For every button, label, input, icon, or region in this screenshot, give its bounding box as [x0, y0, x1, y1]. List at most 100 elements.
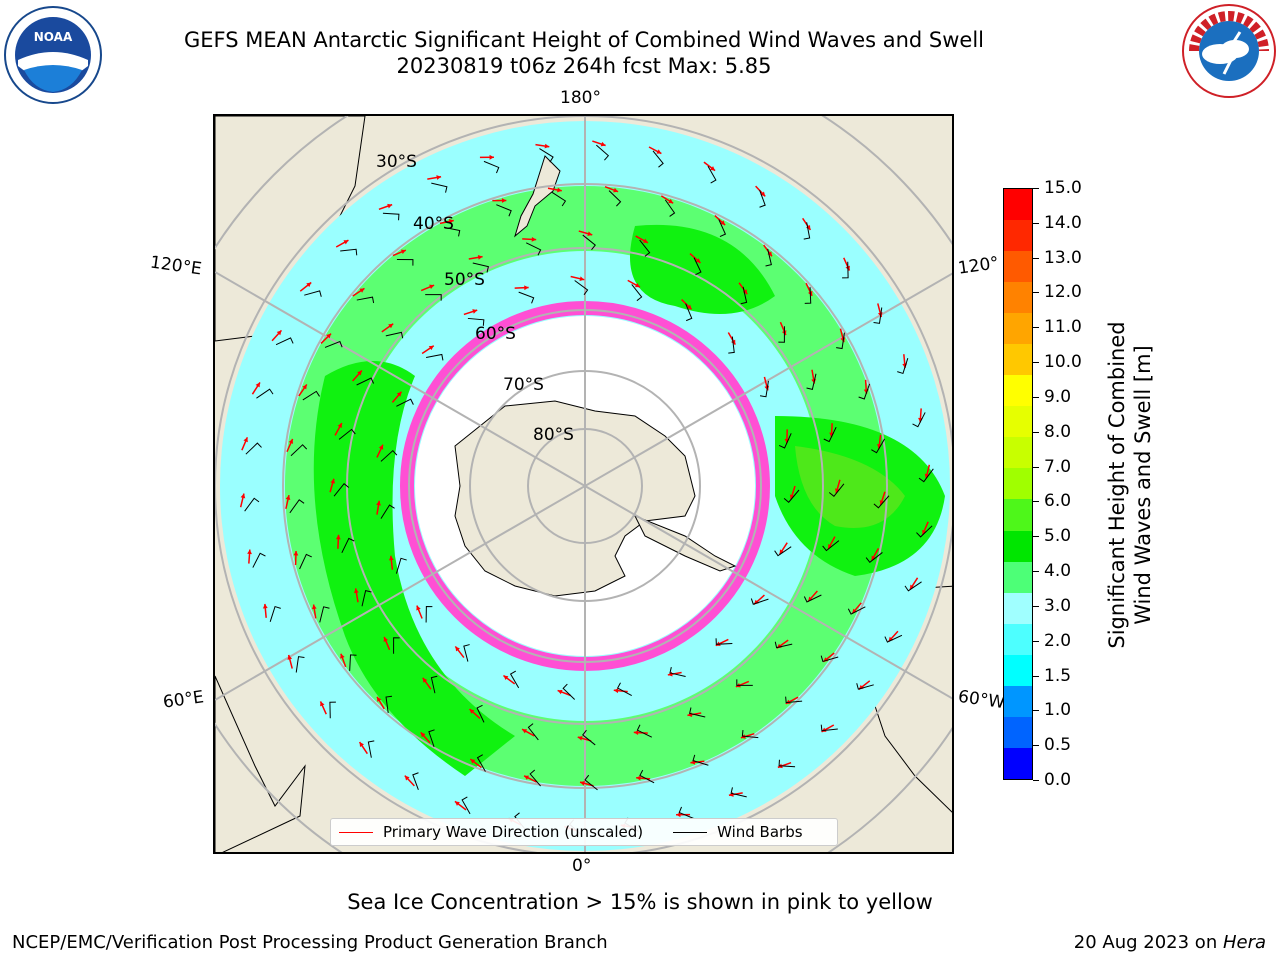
wind-barb	[718, 219, 727, 238]
footer-host: Hera	[1222, 932, 1266, 953]
wind-barb	[707, 165, 717, 184]
wind-barb	[329, 701, 336, 719]
wave-arrowhead	[311, 604, 317, 610]
colorbar-title: Significant Height of Combined Wind Wave…	[1104, 205, 1156, 765]
colorbar-tick-label: 1.0	[1044, 700, 1072, 721]
wind-barb	[461, 796, 471, 815]
nws-logo	[1182, 4, 1276, 98]
colorbar-tick-label: 7.0	[1044, 456, 1072, 477]
wind-barb	[842, 261, 849, 279]
wind-barb	[759, 380, 769, 398]
wind-barb	[685, 303, 693, 322]
wave-arrowhead	[477, 255, 483, 260]
colorbar-tick-label: 8.0	[1044, 421, 1072, 442]
wind-barb	[431, 182, 448, 193]
colorbar-tick	[1033, 501, 1039, 503]
colorbar-tick	[1033, 292, 1039, 294]
wind-barb	[529, 769, 541, 787]
wind-barb	[856, 683, 874, 690]
wind-barb	[380, 504, 395, 519]
wind-barb	[539, 148, 554, 163]
colorbar-tick-label: 1.5	[1044, 665, 1072, 686]
wave-arrowhead	[577, 736, 583, 741]
wave-arrowhead	[634, 282, 640, 288]
wind-barb	[806, 373, 817, 390]
wind-barb	[847, 606, 866, 615]
wind-barb-swatch	[673, 831, 708, 833]
wave-arrowhead	[742, 289, 748, 295]
wave-direction-label: Primary Wave Direction (unscaled)	[383, 823, 644, 841]
colorbar-tick	[1033, 327, 1039, 329]
wind-barb	[256, 388, 274, 399]
wind-barb	[804, 287, 812, 304]
colorbar-tick	[1033, 362, 1039, 364]
wind-barb	[783, 489, 800, 503]
wave-arrowhead	[448, 219, 454, 224]
wind-barb	[858, 383, 871, 400]
lon-label-0: 0°	[572, 856, 592, 876]
polar-map	[213, 114, 954, 854]
wave-arrowhead	[388, 323, 394, 329]
colorbar-segment	[1004, 592, 1032, 624]
lat-label-40s: 40°S	[413, 214, 454, 234]
colorbar-tick-label: 5.0	[1044, 526, 1072, 547]
wind-barb	[596, 144, 610, 161]
colorbar-segment	[1004, 189, 1032, 221]
wave-arrowhead	[378, 444, 384, 450]
colorbar-tick-label: 6.0	[1044, 491, 1072, 512]
wind-barb	[582, 234, 596, 251]
wave-arrowhead	[255, 382, 260, 388]
colorbar-tick	[1033, 605, 1039, 607]
colorbar-tick-label: 0.5	[1044, 735, 1072, 756]
colorbar-segment	[1004, 747, 1032, 779]
wind-barb	[430, 675, 438, 694]
chart-title: GEFS MEAN Antarctic Significant Height o…	[183, 28, 985, 52]
wind-barb	[380, 449, 398, 462]
wave-arrowhead	[524, 285, 529, 291]
wave-arrowhead	[454, 801, 460, 806]
wind-barb	[361, 590, 372, 607]
wind-barb	[778, 326, 785, 343]
lat-label-30s: 30°S	[376, 152, 417, 172]
lat-label-60s: 60°S	[475, 324, 516, 344]
wave-arrowhead	[489, 154, 494, 160]
africa-land	[215, 675, 306, 852]
colorbar-tick	[1033, 466, 1039, 468]
wind-barb	[759, 189, 766, 208]
wind-barb	[356, 377, 375, 386]
colorbar-tick	[1033, 396, 1039, 398]
wave-arrowhead	[340, 653, 345, 659]
colorbar-tick-label: 9.0	[1044, 386, 1072, 407]
wave-arrowhead	[455, 646, 460, 652]
wind-barb	[873, 307, 883, 324]
wind-barb	[476, 754, 486, 772]
lat-label-80s: 80°S	[533, 425, 574, 445]
wind-barb	[916, 525, 933, 538]
colorbar-tick-label: 12.0	[1044, 282, 1082, 303]
wind-barb	[836, 332, 845, 350]
wave-arrowhead	[668, 198, 674, 204]
wave-arrowhead	[416, 605, 421, 611]
wave-arrowhead	[396, 391, 402, 397]
wave-arrowhead	[388, 555, 394, 561]
footer-date: 20 Aug 2023 on Hera	[1074, 932, 1266, 953]
wave-arrowhead	[613, 688, 619, 694]
wind-barb	[778, 759, 796, 768]
wind-barb	[252, 552, 266, 568]
wave-arrowhead	[503, 675, 509, 681]
colorbar-segment	[1004, 437, 1032, 469]
wind-barb	[728, 336, 735, 354]
wind-barb	[518, 291, 535, 304]
wind-barb	[382, 212, 400, 221]
colorbar-segment	[1004, 220, 1032, 252]
wave-arrowhead	[633, 730, 639, 736]
lon-label-60e: 60°E	[161, 687, 206, 713]
wave-arrowhead	[695, 258, 701, 263]
colorbar-tick	[1033, 536, 1039, 538]
wave-arrowhead	[276, 330, 282, 336]
wind-barb	[774, 641, 793, 649]
wind-barb	[730, 787, 747, 798]
wave-arrowhead	[337, 423, 342, 429]
wind-barb	[428, 729, 435, 748]
colorbar-tick	[1033, 222, 1039, 224]
